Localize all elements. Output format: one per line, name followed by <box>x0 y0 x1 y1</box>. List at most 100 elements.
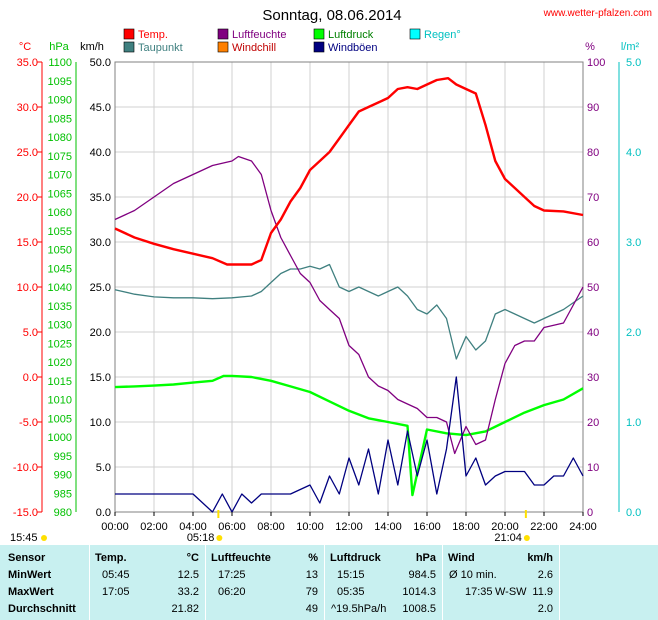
humidity-tick-label: 0 <box>587 507 593 519</box>
legend-swatch <box>123 28 135 40</box>
pressure-tick-label: 1055 <box>48 226 72 238</box>
humidity-unit-label: % <box>585 41 595 53</box>
pressure-tick-label: 1010 <box>48 395 72 407</box>
legend-swatch <box>123 41 135 53</box>
pressure-tick-label: 1035 <box>48 301 72 313</box>
wind-column: Wind km/h Ø 10 min. 2.6 17:35 W-SW 11.9 2.0 <box>442 545 559 620</box>
series-line-luftdruck <box>114 374 584 497</box>
legend-swatch <box>313 28 325 40</box>
pressure-trend: ^19.5hPa/h <box>331 603 387 615</box>
temp-tick-label: 0.0 <box>23 372 38 384</box>
rain-tick-label: 2.0 <box>626 327 641 339</box>
temp-tick-label: -5.0 <box>19 417 38 429</box>
pressure-tick-label: 1025 <box>48 338 72 350</box>
sunset-label: 21:04 <box>494 532 522 544</box>
wind-header: Wind <box>448 552 475 564</box>
row-label-min: MinWert <box>8 569 52 581</box>
source-link[interactable]: www.wetter-pfalzen.com <box>543 8 652 19</box>
humidity-max-value: 79 <box>305 586 318 598</box>
current-time-icon <box>41 535 47 541</box>
pressure-max-value: 1014.3 <box>402 586 436 598</box>
rain-unit-label: l/m² <box>621 41 640 53</box>
temp-min-time: 05:45 <box>102 569 130 581</box>
legend-swatch <box>313 41 325 53</box>
x-axis-ticks: 00:00 02:00 04:00 06:00 08:00 10:00 12:00 14:00… <box>101 512 597 533</box>
temp-unit-label: °C <box>19 41 31 53</box>
sensor-header: Sensor <box>8 552 46 564</box>
temp-tick-label: 20.0 <box>17 192 38 204</box>
series-line-luftfeuchte <box>114 155 584 455</box>
x-tick-label: 16:00 <box>413 521 441 533</box>
humidity-tick-label: 100 <box>587 57 605 69</box>
wind-tick-label: 0.0 <box>96 507 111 519</box>
wind-tick-label: 10.0 <box>90 417 111 429</box>
pressure-header: Luftdruck <box>330 552 381 564</box>
pressure-tick-label: 1065 <box>48 188 72 200</box>
pressure-tick-label: 1080 <box>48 132 72 144</box>
x-tick-label: 06:00 <box>218 521 246 533</box>
wind-tick-label: 5.0 <box>96 462 111 474</box>
wind-tick-label: 25.0 <box>90 282 111 294</box>
x-tick-label: 22:00 <box>530 521 558 533</box>
wind-min-label: Ø 10 min. <box>449 569 497 581</box>
wind-tick-label: 30.0 <box>90 237 111 249</box>
wind-max-time: 17:35 <box>465 586 493 598</box>
sunset-icon <box>523 535 530 541</box>
humidity-tick-label: 30 <box>587 372 599 384</box>
humidity-tick-label: 70 <box>587 192 599 204</box>
legend-swatch <box>217 41 229 53</box>
legend-label: Luftfeuchte <box>232 29 286 41</box>
sun-markers: 05:18 21:04 15:45 <box>10 510 530 544</box>
humidity-tick-label: 20 <box>587 417 599 429</box>
rain-tick-label: 4.0 <box>626 147 641 159</box>
grid <box>37 61 584 513</box>
pressure-tick-label: 995 <box>54 451 72 463</box>
legend-swatch <box>409 28 421 40</box>
pressure-tick-label: 1075 <box>48 151 72 163</box>
temp-tick-label: 25.0 <box>17 147 38 159</box>
stats-table: Sensor MinWert MaxWert Durchschnitt Temp… <box>0 545 658 620</box>
pressure-column: Luftdruck hPa 15:15 984.5 05:35 1014.3 ^19.… <box>324 545 442 620</box>
legend: Temp. Luftfeuchte Luftdruck Regen° Taupunkt W… <box>123 28 461 54</box>
pressure-tick-label: 1020 <box>48 357 72 369</box>
x-tick-label: 10:00 <box>296 521 324 533</box>
temp-tick-label: 5.0 <box>23 327 38 339</box>
x-tick-label: 12:00 <box>335 521 363 533</box>
humidity-tick-label: 90 <box>587 102 599 114</box>
x-tick-label: 18:00 <box>452 521 480 533</box>
temp-tick-label: 35.0 <box>17 57 38 69</box>
sunrise-icon <box>216 535 223 541</box>
x-tick-label: 20:00 <box>491 521 519 533</box>
sensor-column: Sensor MinWert MaxWert Durchschnitt <box>0 545 88 620</box>
pressure-max-time: 05:35 <box>337 586 365 598</box>
x-tick-label: 00:00 <box>101 521 129 533</box>
pressure-unit-label: hPa <box>49 41 69 53</box>
series-layer <box>114 77 584 513</box>
legend-swatch <box>217 28 229 40</box>
temp-avg-value: 21.82 <box>171 603 199 615</box>
humidity-column: Luftfeuchte% 17:25 13 06:20 79 49 <box>205 545 324 620</box>
pressure-tick-label: 1085 <box>48 113 72 125</box>
legend-label: Temp. <box>138 29 168 41</box>
temp-max-value: 33.2 <box>177 586 199 598</box>
current-time-label: 15:45 <box>10 532 38 544</box>
humidity-tick-label: 40 <box>587 327 599 339</box>
pressure-tick-label: 985 <box>54 488 72 500</box>
humidity-unit-header: % <box>308 552 318 564</box>
legend-label: Taupunkt <box>138 42 183 54</box>
pressure-min-time: 15:15 <box>337 569 365 581</box>
temp-column: Temp. °C 05:45 12.5 17:05 33.2 21.82 <box>89 545 205 620</box>
pressure-tick-label: 990 <box>54 470 72 482</box>
legend-label: Windchill <box>232 42 276 54</box>
pressure-tick-label: 1060 <box>48 207 72 219</box>
rain-tick-label: 3.0 <box>626 237 641 249</box>
pressure-tick-label: 980 <box>54 507 72 519</box>
humidity-tick-label: 60 <box>587 237 599 249</box>
wind-tick-label: 40.0 <box>90 147 111 159</box>
chart-title: Sonntag, 08.06.2014 <box>262 7 401 24</box>
pressure-tick-label: 1090 <box>48 95 72 107</box>
wind-unit-label: km/h <box>80 41 104 53</box>
legend-label: Luftdruck <box>328 29 374 41</box>
axis-ticks: 35.0 30.0 25.0 20.0 15.0 10.0 5.0 0.0 -5.0 -10.0 -… <box>13 57 641 519</box>
temp-tick-label: -10.0 <box>13 462 38 474</box>
